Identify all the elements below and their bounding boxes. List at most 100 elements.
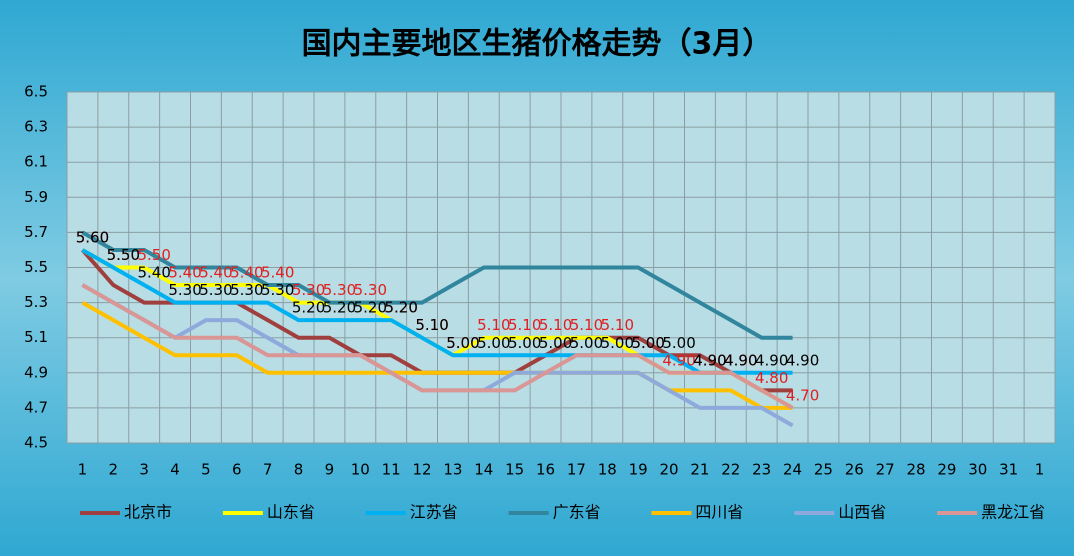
data-label: 4.90 — [724, 351, 757, 369]
chart-title: 国内主要地区生猪价格走势（3月） — [302, 27, 773, 62]
data-label: 4.90 — [662, 351, 695, 369]
x-tick-label: 2 — [109, 461, 119, 479]
data-label: 4.90 — [693, 351, 726, 369]
y-tick-label: 6.5 — [24, 83, 48, 101]
series-line — [81, 283, 794, 410]
legend-label: 四川省 — [695, 503, 743, 522]
y-tick-label: 4.7 — [24, 398, 48, 416]
x-tick-label: 9 — [325, 461, 335, 479]
data-label: 5.60 — [76, 228, 109, 246]
data-label: 5.10 — [539, 316, 572, 334]
x-tick-label: 16 — [536, 461, 555, 479]
y-tick-label: 4.9 — [24, 363, 48, 381]
data-label: 5.30 — [168, 281, 201, 299]
legend-label: 广东省 — [553, 503, 601, 522]
data-label: 5.10 — [477, 316, 510, 334]
x-tick-label: 23 — [752, 461, 771, 479]
data-label: 5.20 — [292, 299, 325, 317]
x-tick-label: 20 — [660, 461, 679, 479]
data-label: 4.90 — [755, 351, 788, 369]
x-tick-label: 28 — [907, 461, 926, 479]
data-label: 5.10 — [415, 316, 448, 334]
data-label: 4.80 — [755, 369, 788, 387]
data-label: 5.00 — [601, 334, 634, 352]
data-label: 5.20 — [323, 299, 356, 317]
x-tick-label: 1 — [78, 461, 88, 479]
data-label: 5.50 — [107, 246, 140, 264]
data-label: 5.10 — [601, 316, 634, 334]
y-tick-label: 6.3 — [24, 118, 48, 136]
x-tick-label: 15 — [505, 461, 524, 479]
x-tick-label: 19 — [629, 461, 648, 479]
series-line — [81, 230, 793, 340]
x-tick-label: 22 — [721, 461, 740, 479]
x-tick-label: 6 — [232, 461, 242, 479]
x-tick-label: 10 — [351, 461, 370, 479]
legend-label: 山东省 — [267, 503, 315, 522]
y-tick-label: 5.5 — [24, 258, 48, 276]
data-label: 5.00 — [662, 334, 695, 352]
data-label: 5.30 — [261, 281, 294, 299]
data-label: 5.00 — [446, 334, 479, 352]
y-tick-label: 5.1 — [24, 328, 48, 346]
x-tick-label: 24 — [783, 461, 802, 479]
data-label: 5.00 — [477, 334, 510, 352]
y-tick-label: 5.3 — [24, 293, 48, 311]
data-label: 5.30 — [199, 281, 232, 299]
data-label: 5.00 — [631, 334, 664, 352]
x-tick-label: 14 — [474, 461, 493, 479]
data-label: 5.20 — [354, 299, 387, 317]
data-label: 5.20 — [384, 299, 417, 317]
x-tick-label: 25 — [814, 461, 833, 479]
data-label: 5.40 — [261, 264, 294, 282]
data-label: 5.00 — [570, 334, 603, 352]
x-tick-label: 1 — [1035, 461, 1045, 479]
x-tick-label: 8 — [294, 461, 304, 479]
data-label: 4.90 — [693, 351, 726, 369]
legend-label: 山西省 — [838, 503, 886, 522]
data-label: 5.00 — [446, 334, 479, 352]
x-tick-label: 30 — [968, 461, 987, 479]
data-label: 5.30 — [323, 281, 356, 299]
data-label: 5.00 — [508, 334, 541, 352]
data-label: 5.40 — [230, 264, 263, 282]
legend-label: 江苏省 — [410, 503, 458, 522]
data-label: 5.30 — [292, 281, 325, 299]
data-label: 5.10 — [570, 316, 603, 334]
series-line — [81, 300, 793, 410]
x-tick-label: 4 — [170, 461, 180, 479]
x-tick-label: 3 — [139, 461, 149, 479]
x-tick-label: 13 — [443, 461, 462, 479]
data-label: 5.40 — [199, 264, 232, 282]
data-label: 5.30 — [230, 281, 263, 299]
x-tick-label: 21 — [690, 461, 709, 479]
data-label: 5.50 — [137, 246, 170, 264]
x-tick-label: 27 — [876, 461, 895, 479]
data-label: 5.20 — [384, 299, 417, 317]
data-label: 5.60 — [76, 228, 109, 246]
x-tick-label: 17 — [567, 461, 586, 479]
legend-label: 北京市 — [124, 503, 172, 522]
legend-label: 黑龙江省 — [981, 503, 1045, 522]
x-tick-label: 18 — [598, 461, 617, 479]
y-tick-label: 6.1 — [24, 153, 48, 171]
x-tick-label: 7 — [263, 461, 273, 479]
y-tick-label: 5.9 — [24, 188, 48, 206]
data-label: 5.10 — [415, 316, 448, 334]
data-label: 5.40 — [137, 264, 170, 282]
data-label: 5.10 — [508, 316, 541, 334]
data-label: 5.40 — [168, 264, 201, 282]
data-label: 5.50 — [107, 246, 140, 264]
data-label: 4.90 — [786, 351, 819, 369]
x-tick-label: 29 — [937, 461, 956, 479]
y-tick-label: 5.7 — [24, 223, 48, 241]
data-label: 4.90 — [724, 351, 757, 369]
x-tick-label: 12 — [413, 461, 432, 479]
data-label: 5.00 — [539, 334, 572, 352]
y-tick-label: 4.5 — [24, 434, 48, 452]
x-tick-label: 5 — [201, 461, 211, 479]
data-label: 4.70 — [786, 386, 819, 404]
x-tick-label: 26 — [845, 461, 864, 479]
